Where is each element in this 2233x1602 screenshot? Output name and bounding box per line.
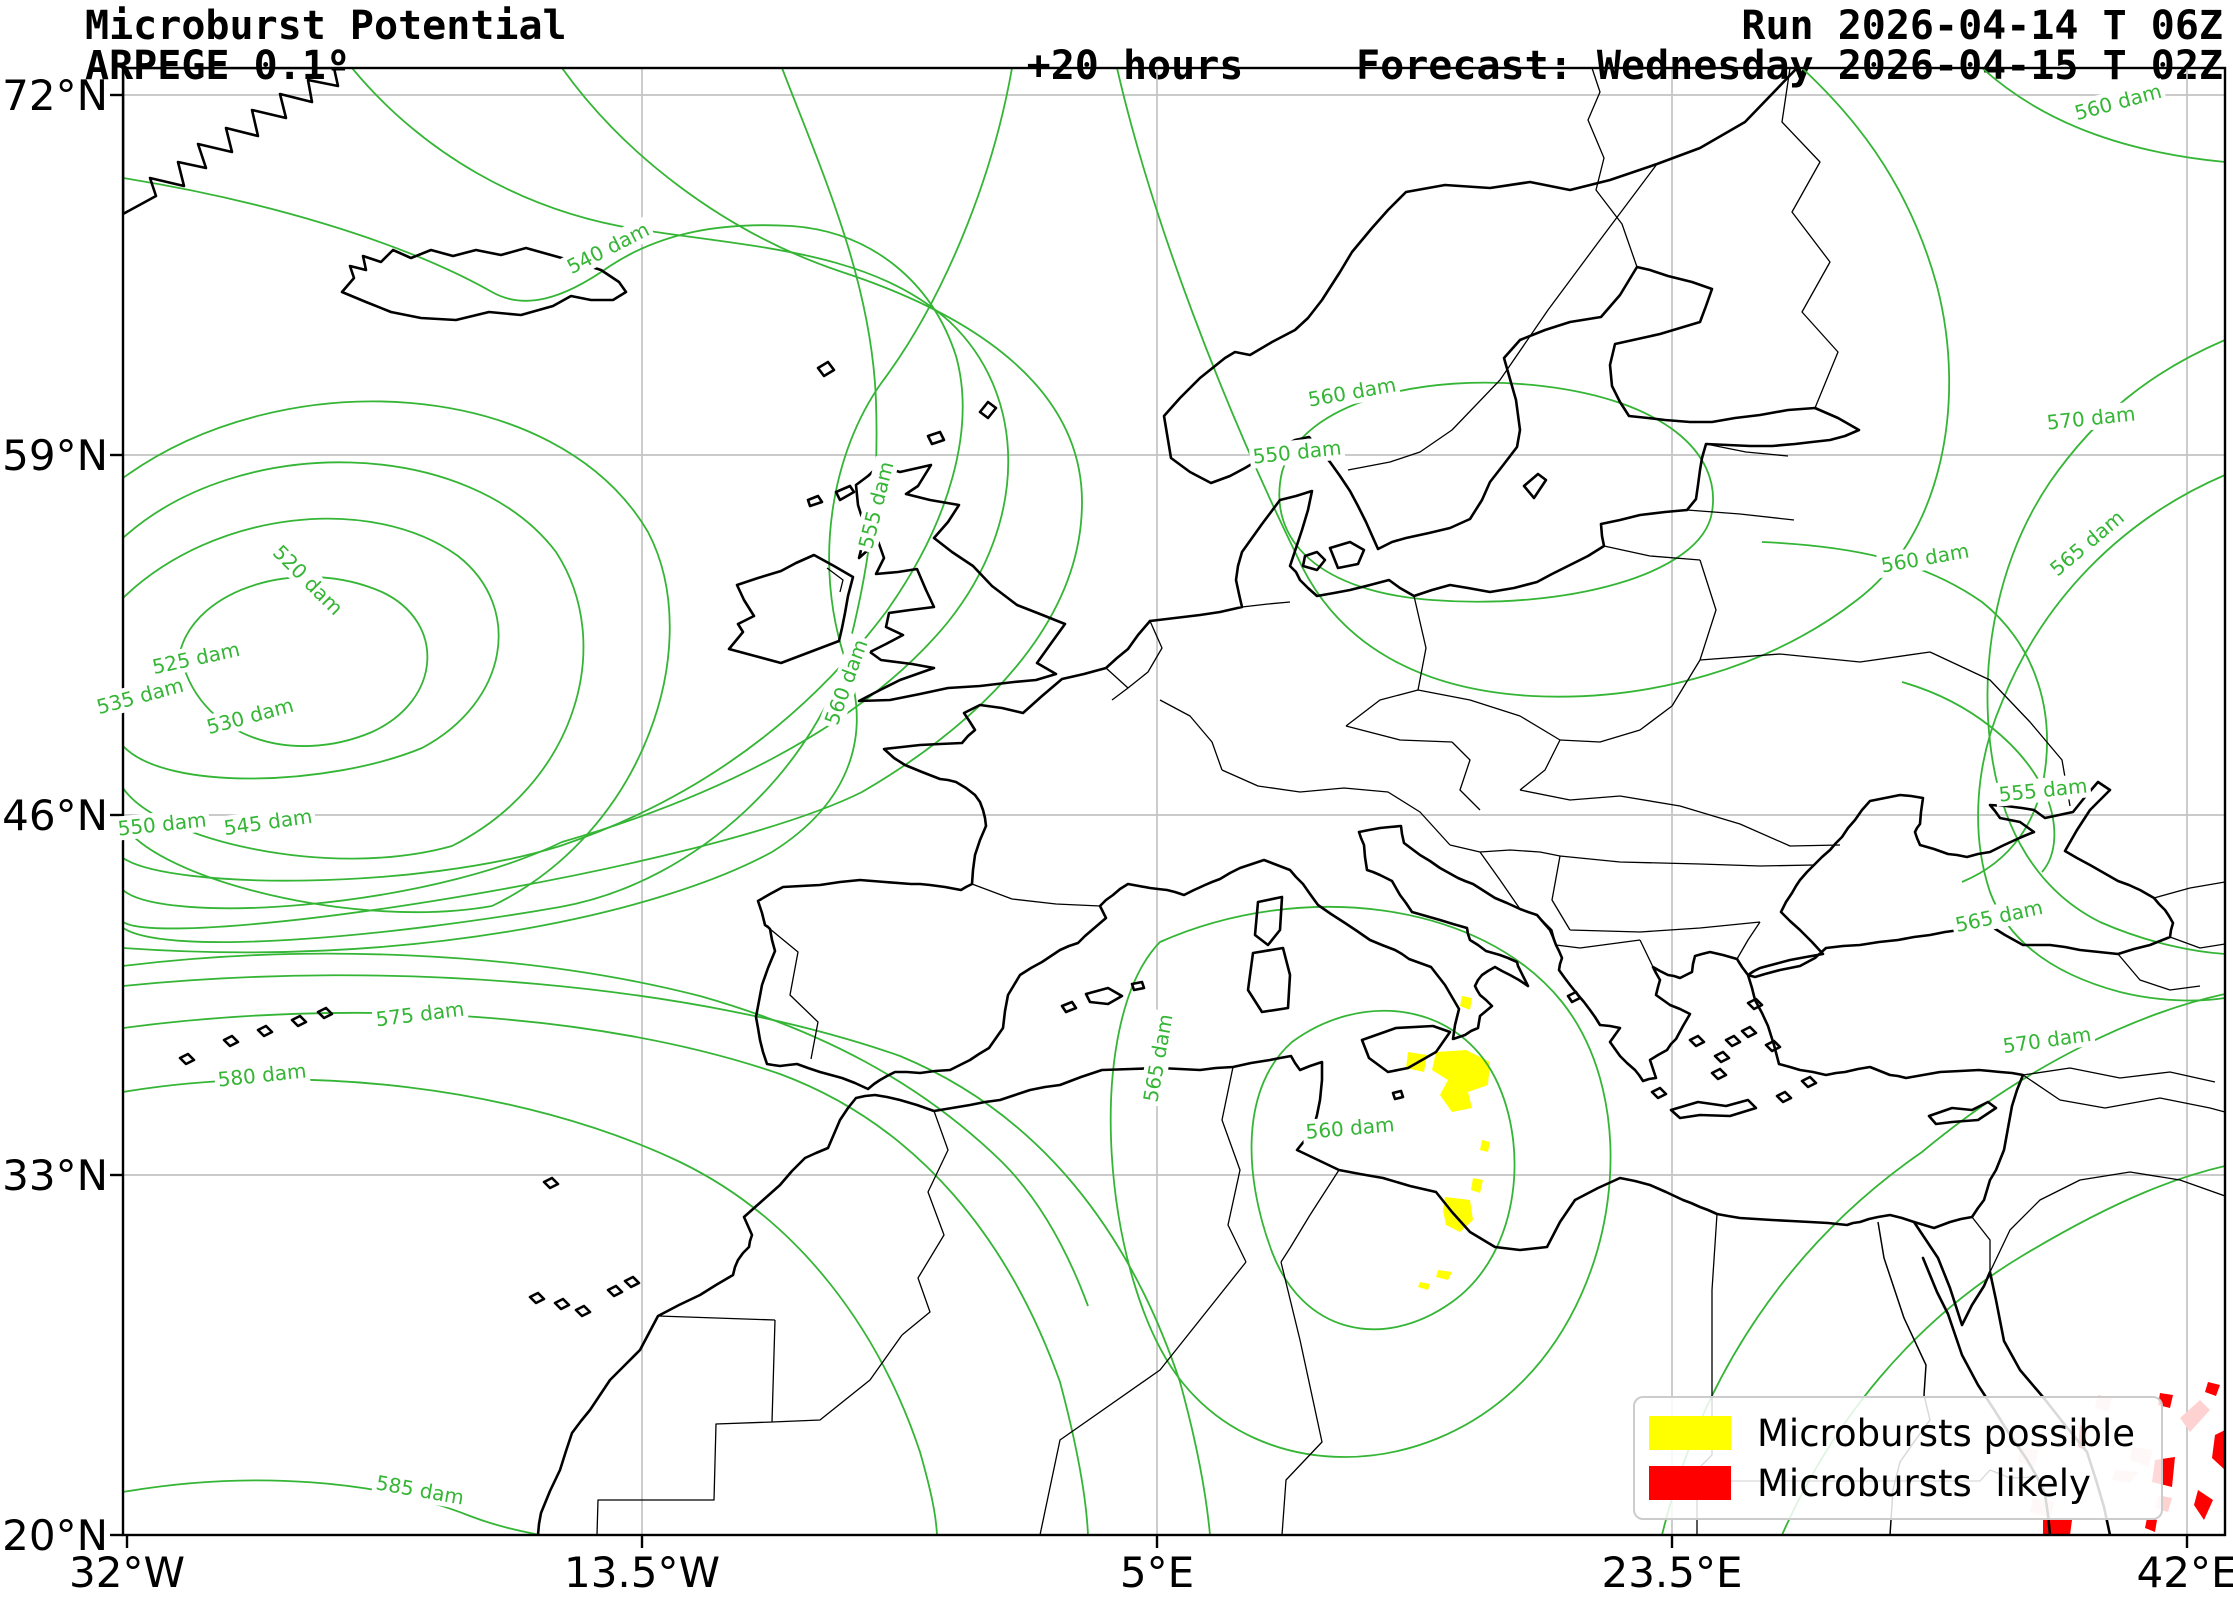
x-tick-label: 32°W [69,1548,185,1597]
model-name-label: ARPEGE 0.1º [85,43,350,89]
microburst-possible-area [1406,996,1490,1290]
legend-item: Microbursts likely [1649,1458,2147,1508]
lead-time-label: +20 hours [1026,43,1244,89]
legend-swatch-icon [1649,1416,1731,1450]
x-tick-label: 13.5°W [563,1548,721,1597]
legend-label: Microbursts likely [1757,1461,2091,1505]
page-title: Microburst Potential [85,3,567,49]
legend: Microbursts possible Microbursts likely [1633,1396,2163,1520]
plot-border [110,66,2227,1548]
x-tick-label: 23.5°E [1601,1548,1743,1597]
legend-item: Microbursts possible [1649,1408,2147,1458]
y-tick-label: 59°N [2,431,108,480]
forecast-time-label: Forecast: Wednesday 2026-04-15 T 02Z [1356,43,2223,89]
y-tick-label: 46°N [2,791,108,840]
y-tick-label: 72°N [2,71,108,120]
legend-swatch-icon [1649,1466,1731,1500]
axis-tick-marks [110,93,2189,1548]
x-tick-label: 5°E [1119,1548,1195,1597]
height-contours [123,68,2225,1535]
x-tick-label: 42°E [2136,1548,2233,1597]
coastlines [123,68,2175,1535]
legend-label: Microbursts possible [1757,1411,2136,1455]
graticule-grid [123,68,2225,1535]
y-tick-label: 33°N [2,1151,108,1200]
run-time-label: Run 2026-04-14 T 06Z [1741,3,2223,49]
y-tick-label: 20°N [2,1511,108,1560]
